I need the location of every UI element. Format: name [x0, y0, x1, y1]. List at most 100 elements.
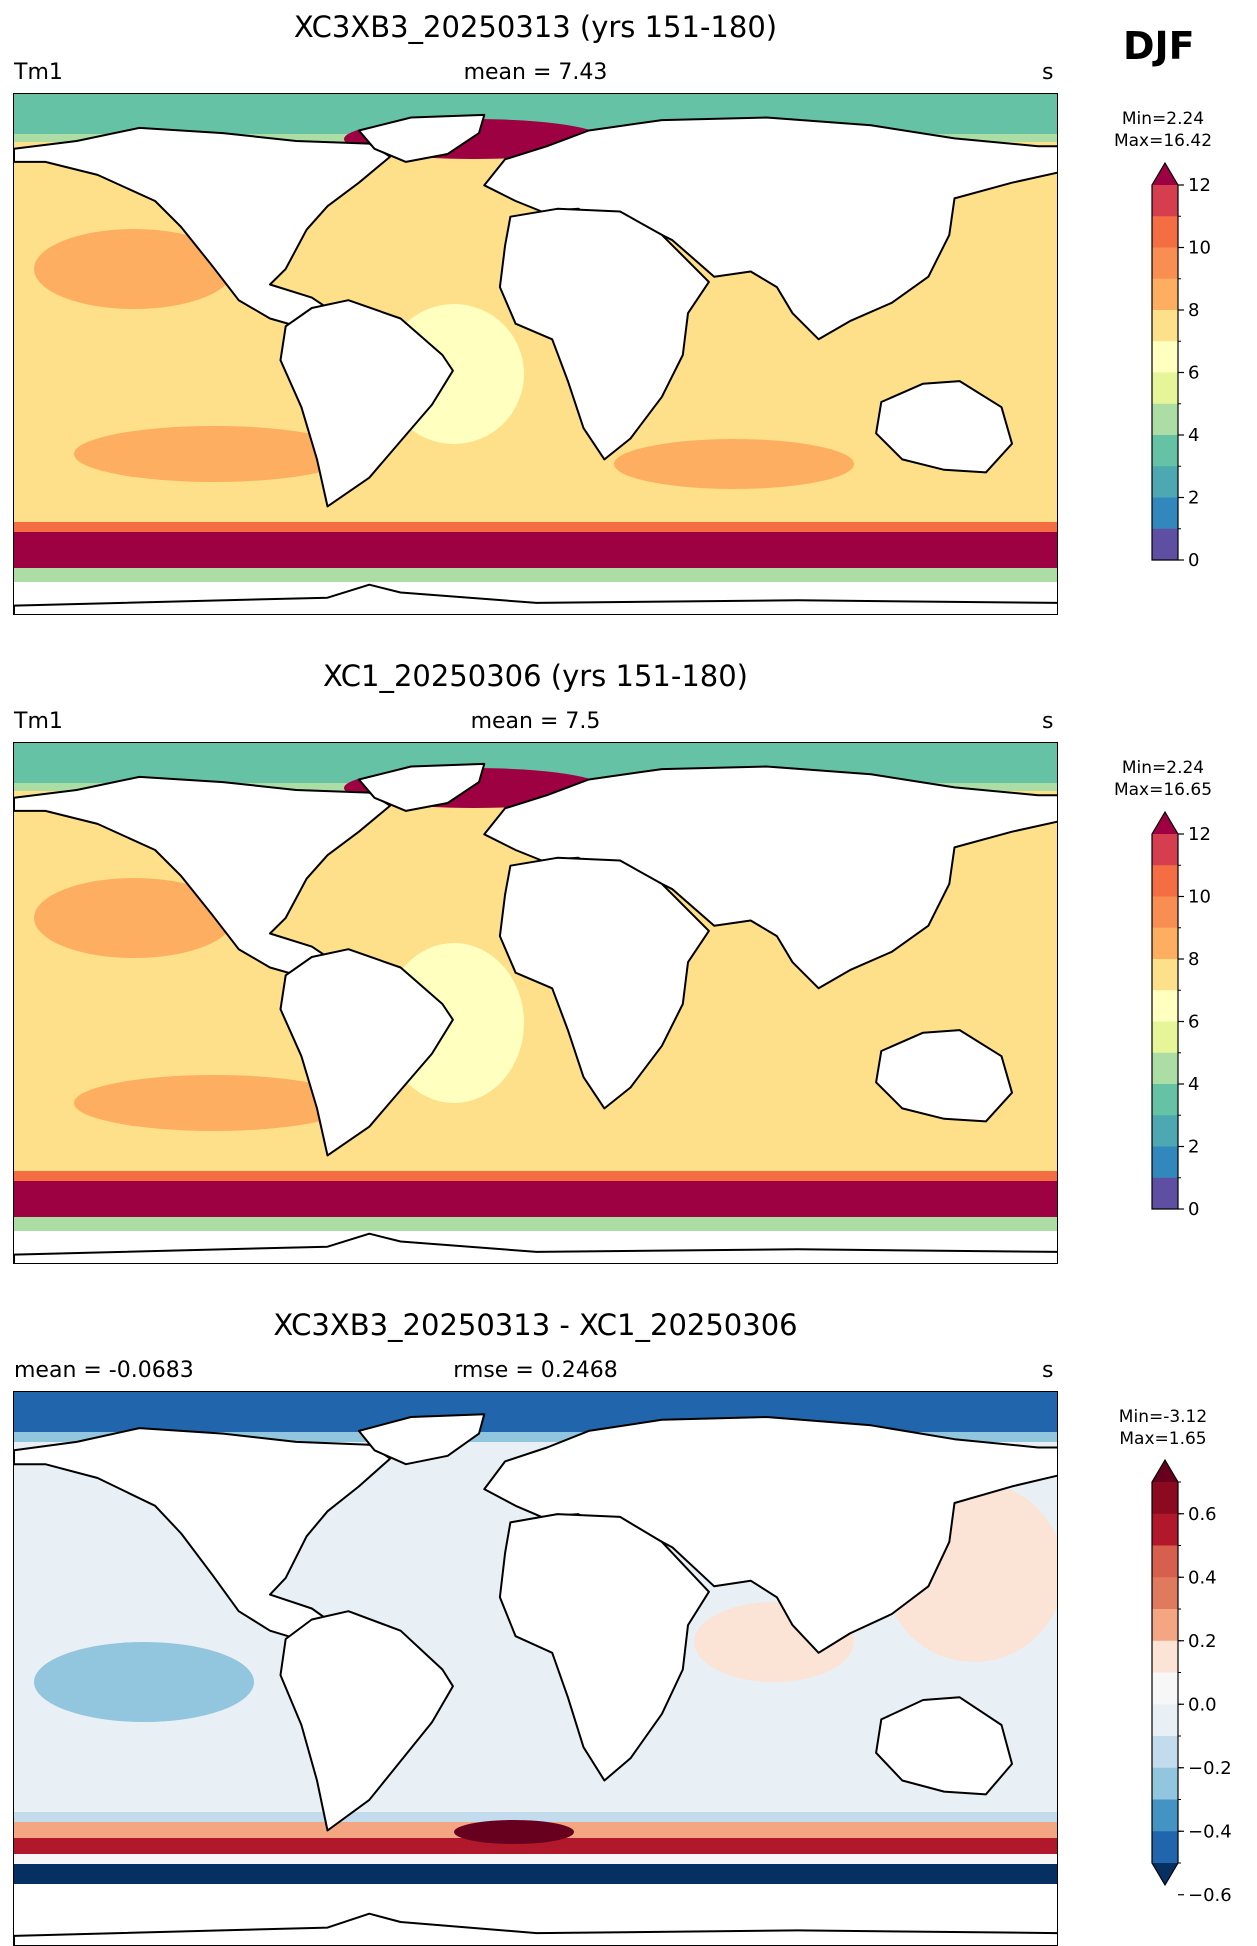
colorbar-tick-label: 12	[1188, 175, 1211, 196]
panel2-map	[13, 742, 1058, 1264]
colorbar-segment	[1152, 278, 1178, 311]
colorbar-segment	[1152, 1799, 1178, 1832]
south-pacific-swell-feature	[74, 1075, 354, 1131]
panel3-max-label: Max=1.65	[1119, 1429, 1207, 1449]
colorbar-tick-label: 4	[1188, 1074, 1199, 1095]
colorbar-segment	[1152, 1115, 1178, 1147]
colorbar-segment	[1152, 1545, 1178, 1578]
panel3-colorbar: 0.6 0.4 0.2 0.0 −0.2 −0.4 −0.6	[1151, 1458, 1242, 1906]
panel2-min-label: Min=2.24	[1121, 758, 1205, 778]
south-america-landmass	[279, 299, 454, 508]
colorbar-tick-label: 0	[1188, 550, 1199, 571]
panel1-variable-label: Tm1	[14, 60, 63, 85]
panel2-colorbar: 0 2 4 6 8 10 12	[1151, 810, 1242, 1220]
land-layer	[14, 1413, 1057, 1945]
colorbar-segment	[1152, 959, 1178, 991]
panel2-units-label: s	[1042, 709, 1054, 734]
colorbar-tick-label: −0.4	[1188, 1821, 1232, 1842]
colorbar-segment	[1152, 403, 1178, 436]
colorbar-segment	[1152, 528, 1178, 561]
colorbar-tick-label: 10	[1188, 887, 1211, 908]
colorbar-segment	[1152, 1146, 1178, 1179]
south-america-landmass	[279, 948, 454, 1157]
colorbar-svg: 0.6 0.4 0.2 0.0 −0.2 −0.4 −0.6	[1151, 1458, 1232, 1906]
arctic-edge-anomaly-band	[14, 1432, 1057, 1442]
colorbar-segment	[1152, 1177, 1178, 1210]
africa-landmass	[498, 1513, 710, 1782]
colorbar-outline	[1151, 810, 1179, 1210]
north-america-landmass	[14, 126, 392, 330]
antarctica-landmass	[14, 1232, 1057, 1263]
colorbar-segment	[1152, 466, 1178, 498]
colorbar-segment	[1152, 1513, 1178, 1546]
panel3-rmse-label: rmse = 0.2468	[453, 1358, 618, 1383]
colorbar-segment	[1152, 1672, 1178, 1705]
pacific-swell-feature	[34, 878, 234, 958]
colorbar-tick-label: 12	[1188, 824, 1211, 845]
colorbar-extend-max	[1152, 1460, 1178, 1482]
colorbar-tick-label: 10	[1188, 238, 1211, 259]
south-atlantic-positive-anomaly	[454, 1820, 574, 1844]
panel2-title: XC1_20250306 (yrs 151-180)	[323, 659, 748, 693]
south-america-landmass	[279, 1610, 454, 1832]
south-pacific-swell-feature	[74, 426, 354, 482]
colorbar-segment	[1152, 1482, 1178, 1515]
colorbar-tick-label: −0.6	[1188, 1885, 1232, 1906]
colorbar-segment	[1152, 990, 1178, 1022]
colorbar-extend-max	[1152, 812, 1178, 834]
pacific-swell-feature	[34, 229, 234, 309]
colorbar-segment	[1152, 435, 1178, 467]
east-pacific-negative-anomaly	[34, 1642, 254, 1722]
season-label: DJF	[1123, 24, 1195, 68]
colorbar-segment	[1152, 497, 1178, 530]
colorbar-segment	[1152, 865, 1178, 897]
antarctic-coast-band	[14, 1217, 1057, 1231]
greenland-landmass	[357, 113, 486, 163]
greenland-landmass	[357, 762, 486, 812]
colorbar-segment	[1152, 1767, 1178, 1800]
colorbar-segment	[1152, 896, 1178, 929]
panel3-min-label: Min=-3.12	[1118, 1407, 1208, 1427]
africa-landmass	[498, 207, 710, 461]
colorbar-extend-min	[1152, 1863, 1178, 1885]
colorbar-segment	[1152, 1577, 1178, 1610]
colorbar-tick-label: 8	[1188, 300, 1199, 321]
antarctic-coast-band	[14, 568, 1057, 582]
southern-ocean-band	[14, 532, 1057, 568]
panel2-variable-label: Tm1	[14, 709, 63, 734]
colorbar-segment	[1152, 1831, 1178, 1864]
colorbar-segment	[1152, 1609, 1178, 1642]
colorbar-segment	[1152, 1084, 1178, 1116]
australia-landmass	[875, 1029, 1013, 1123]
colorbar-segment	[1152, 1052, 1178, 1085]
colorbar-segment	[1152, 1736, 1178, 1769]
southern-anomaly-band-5	[14, 1864, 1057, 1884]
southern-anomaly-band-4	[14, 1854, 1057, 1864]
colorbar-tick-label: 2	[1188, 1137, 1199, 1158]
land-layer	[14, 113, 1057, 614]
panel3-mean-label: mean = -0.0683	[14, 1358, 194, 1383]
colorbar-tick-label: 6	[1188, 1012, 1199, 1033]
panel1-min-label: Min=2.24	[1121, 109, 1205, 129]
panel1-colorbar: 0 2 4 6 8 10 12	[1151, 161, 1242, 571]
panel1-map	[13, 93, 1058, 615]
colorbar-segment	[1152, 341, 1178, 373]
panel2-max-label: Max=16.65	[1113, 780, 1213, 800]
panel3-title: XC3XB3_20250313 - XC1_20250306	[273, 1308, 798, 1342]
colorbar-segment	[1152, 1021, 1178, 1054]
australia-landmass	[875, 1696, 1013, 1796]
colorbar-segment	[1152, 310, 1178, 342]
colorbar-tick-label: −0.2	[1188, 1758, 1232, 1779]
colorbar-svg: 0 2 4 6 8 10 12	[1151, 810, 1211, 1220]
australia-landmass	[875, 380, 1013, 474]
colorbar-extend-max	[1152, 163, 1178, 185]
colorbar-tick-label: 6	[1188, 363, 1199, 384]
land-layer	[14, 762, 1057, 1263]
colorbar-outline	[1151, 161, 1179, 561]
colorbar-segment	[1152, 185, 1178, 217]
panel1-max-label: Max=16.42	[1113, 131, 1213, 151]
southern-anomaly-band-1	[14, 1812, 1057, 1822]
panel2-mean-label: mean = 7.5	[470, 709, 601, 734]
panel1-mean-label: mean = 7.43	[463, 60, 608, 85]
colorbar-segment	[1152, 1640, 1178, 1673]
